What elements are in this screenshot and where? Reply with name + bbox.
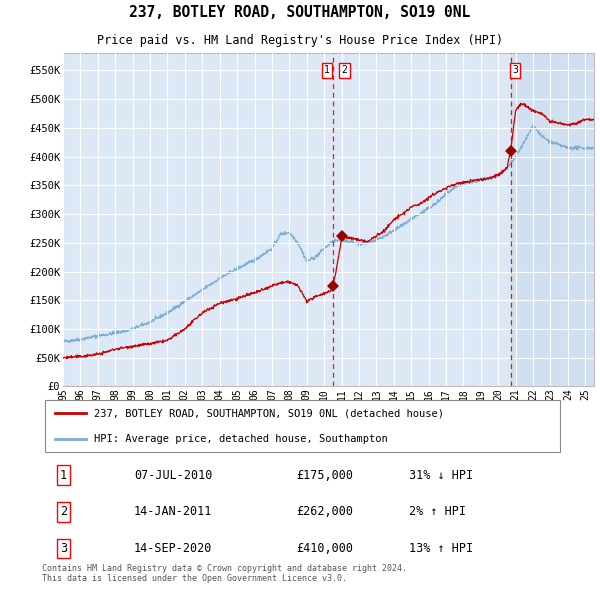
Text: 3: 3 [512,65,518,76]
Text: 31% ↓ HPI: 31% ↓ HPI [409,468,473,481]
Text: Price paid vs. HM Land Registry's House Price Index (HPI): Price paid vs. HM Land Registry's House … [97,34,503,47]
Text: 237, BOTLEY ROAD, SOUTHAMPTON, SO19 0NL: 237, BOTLEY ROAD, SOUTHAMPTON, SO19 0NL [130,5,470,20]
Text: 14-JAN-2011: 14-JAN-2011 [134,505,212,519]
Text: 2% ↑ HPI: 2% ↑ HPI [409,505,466,519]
Text: 07-JUL-2010: 07-JUL-2010 [134,468,212,481]
Text: 13% ↑ HPI: 13% ↑ HPI [409,542,473,555]
Text: Contains HM Land Registry data © Crown copyright and database right 2024.
This d: Contains HM Land Registry data © Crown c… [42,563,407,583]
Text: 1: 1 [60,468,67,481]
Text: 14-SEP-2020: 14-SEP-2020 [134,542,212,555]
Text: £410,000: £410,000 [296,542,353,555]
Text: 237, BOTLEY ROAD, SOUTHAMPTON, SO19 0NL (detached house): 237, BOTLEY ROAD, SOUTHAMPTON, SO19 0NL … [94,408,444,418]
Text: £262,000: £262,000 [296,505,353,519]
Text: £175,000: £175,000 [296,468,353,481]
Text: 2: 2 [60,505,67,519]
Bar [511,53,594,386]
Text: 1: 1 [324,65,330,76]
Text: 3: 3 [60,542,67,555]
FancyBboxPatch shape [44,401,560,452]
Text: HPI: Average price, detached house, Southampton: HPI: Average price, detached house, Sout… [94,434,388,444]
Text: 2: 2 [341,65,347,76]
